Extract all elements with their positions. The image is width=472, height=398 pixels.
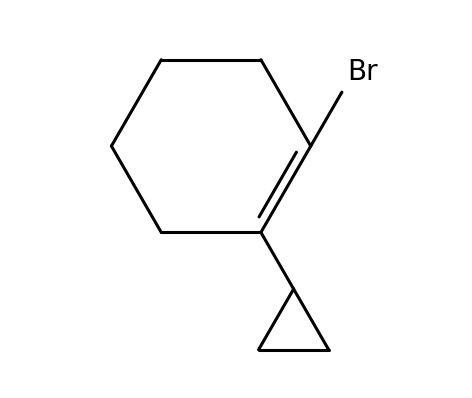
Text: Br: Br <box>347 58 378 86</box>
